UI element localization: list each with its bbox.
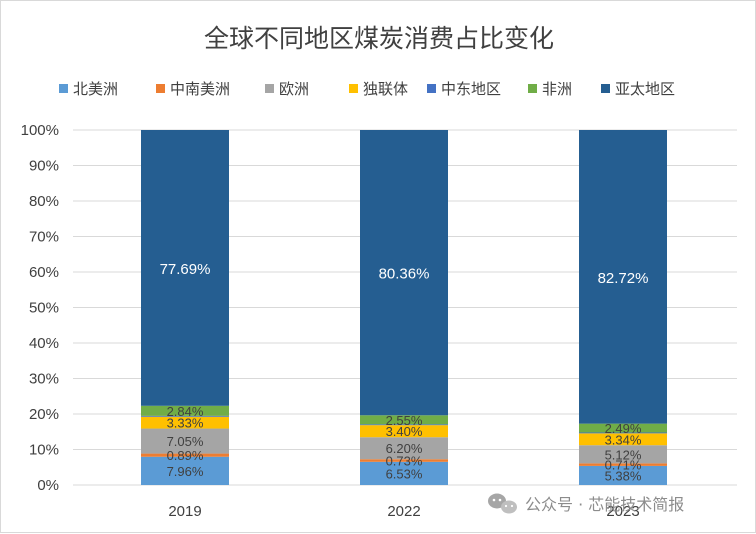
y-tick-label: 80%: [29, 193, 59, 210]
data-label: 6.53%: [386, 466, 423, 481]
bar-segment: [141, 453, 229, 457]
bar-segment: [141, 456, 229, 485]
y-tick-label: 50%: [29, 300, 59, 317]
bar-segment: [360, 130, 448, 416]
data-label: 82.72%: [598, 270, 649, 287]
bar-segment: [360, 425, 448, 438]
data-label: 80.36%: [379, 266, 430, 283]
x-tick-label: 2019: [168, 503, 201, 520]
bar-segment: [579, 463, 667, 466]
y-tick-label: 30%: [29, 371, 59, 388]
bar-segment: [141, 130, 229, 406]
data-label: 5.38%: [605, 468, 642, 483]
legend-swatch: [601, 84, 610, 93]
wechat-icon: [488, 493, 517, 514]
bar-segment: [360, 437, 448, 460]
legend-swatch: [528, 84, 537, 93]
legend-swatch: [59, 84, 68, 93]
y-tick-label: 40%: [29, 335, 59, 352]
bar-segment: [360, 424, 448, 426]
data-label: 0.73%: [386, 454, 423, 469]
data-label: 0.71%: [605, 458, 642, 473]
legend-swatch: [265, 84, 274, 93]
bar-segment: [579, 433, 667, 446]
x-axis: 2019 2022 2023: [168, 503, 639, 520]
watermark: 公众号 · 芯能技术简报: [488, 493, 684, 514]
bar-segment: [579, 130, 667, 424]
legend-label: 独联体: [363, 80, 408, 98]
bar-segment: [141, 428, 229, 454]
data-label: 3.40%: [386, 424, 423, 439]
data-label: 6.20%: [386, 441, 423, 456]
data-label: 2.55%: [386, 413, 423, 428]
data-label: 3.33%: [167, 416, 204, 431]
bar-segment: [579, 445, 667, 464]
data-label: 7.05%: [167, 434, 204, 449]
bar-segment: [141, 405, 229, 416]
data-labels: 7.96%0.89%7.05% 3.33%2.84% 77.69% 6.53%0.73…: [160, 261, 649, 484]
bar-segment: [360, 461, 448, 485]
y-tick-label: 90%: [29, 158, 59, 175]
bar-segment: [141, 415, 229, 417]
data-label: 2.49%: [605, 421, 642, 436]
data-label: 2.84%: [167, 404, 204, 419]
bar-segment: [360, 415, 448, 425]
chart-title: 全球不同地区煤炭消费占比变化: [204, 24, 554, 53]
data-label: 77.69%: [160, 261, 211, 278]
legend-label: 亚太地区: [615, 80, 675, 98]
bar-segment: [141, 416, 229, 429]
legend-label: 中东地区: [441, 80, 501, 98]
x-tick-label: 2023: [606, 503, 639, 520]
legend-swatch: [427, 84, 436, 93]
bar-segment: [360, 459, 448, 462]
data-label: 3.34%: [605, 432, 642, 447]
y-tick-label: 0%: [37, 477, 59, 494]
legend-swatch: [349, 84, 358, 93]
bars: [141, 130, 667, 485]
y-tick-label: 10%: [29, 442, 59, 459]
legend-swatch: [156, 84, 165, 93]
bar-segment: [579, 423, 667, 433]
watermark-text: 公众号 · 芯能技术简报: [525, 495, 684, 514]
y-tick-label: 70%: [29, 229, 59, 246]
bar-segment: [579, 432, 667, 434]
data-label: 0.89%: [167, 448, 204, 463]
y-axis: 0% 10% 20% 30% 40% 50% 60% 70% 80% 90% 100%: [21, 122, 59, 494]
y-tick-label: 60%: [29, 264, 59, 281]
legend: 北美洲 中南美洲 欧洲 独联体 中东地区 非洲 亚太地区: [59, 80, 675, 98]
legend-label: 非洲: [542, 80, 572, 98]
bar-segment: [579, 465, 667, 485]
y-tick-label: 100%: [21, 122, 59, 139]
legend-label: 中南美洲: [170, 80, 230, 98]
x-tick-label: 2022: [387, 503, 420, 520]
data-label: 7.96%: [167, 464, 204, 479]
y-tick-label: 20%: [29, 406, 59, 423]
legend-label: 欧洲: [279, 80, 309, 98]
legend-label: 北美洲: [73, 80, 118, 98]
data-label: 5.12%: [605, 447, 642, 462]
